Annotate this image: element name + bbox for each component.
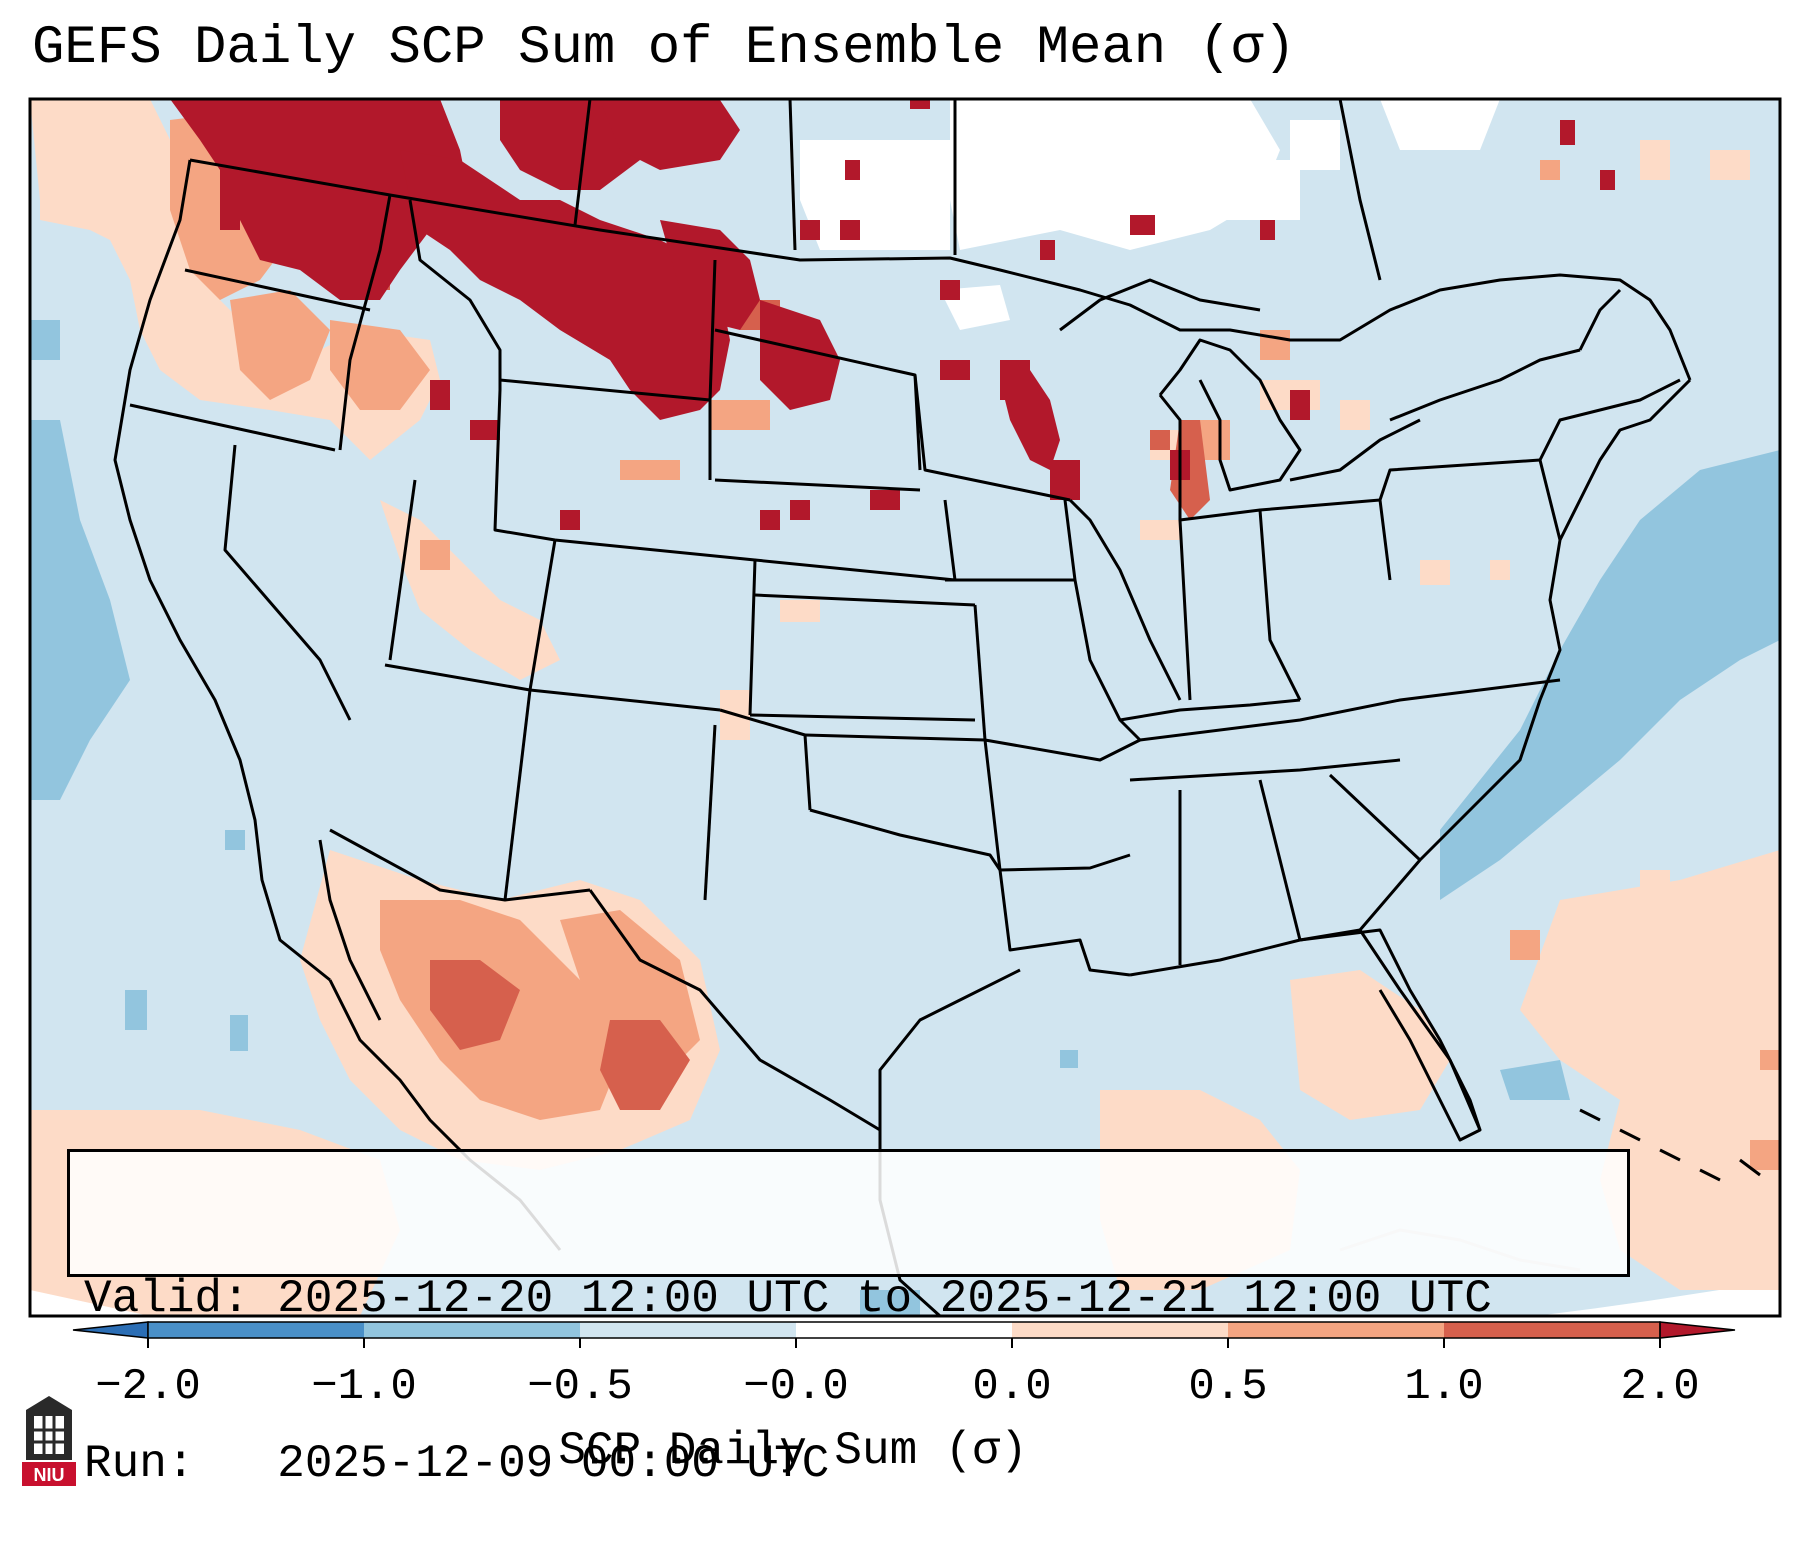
colorbar-bin: [364, 1322, 580, 1338]
colorbar-bin: [1012, 1322, 1228, 1338]
boundaries: [113, 99, 1761, 1316]
niu-logo-text: NIU: [34, 1465, 65, 1485]
colorbar-bin: [148, 1322, 364, 1338]
validity-info-box: Valid: 2025-12-20 12:00 UTC to 2025-12-2…: [67, 1149, 1630, 1490]
colorbar-tick-label: −1.0: [311, 1362, 417, 1412]
atlantic-negative-anomaly: [860, 450, 1780, 1316]
colorbar-tick-label: −2.0: [95, 1362, 201, 1412]
chart-title: GEFS Daily SCP Sum of Ensemble Mean (σ): [32, 18, 1296, 79]
colorbar: [72, 1321, 1736, 1348]
colorbar-extend-high: [1659, 1321, 1736, 1339]
florida: [1299, 928, 1482, 1131]
colorbar-tick-label: 2.0: [1620, 1362, 1700, 1412]
us-canada-border: [189, 158, 1692, 381]
colorbar-label: SCP Daily Sum (σ): [558, 1425, 1028, 1477]
west-coast: [113, 159, 331, 982]
pacific-negative-anomaly: [30, 320, 1078, 1068]
colorbar-tick-label: −0.0: [743, 1362, 849, 1412]
map-frame: [28, 97, 1782, 1318]
colorbar-tick-label: 0.0: [972, 1362, 1052, 1412]
map-panel: [28, 97, 1782, 1318]
very-strong-positive-anomaly: [170, 99, 1615, 530]
run-time-line: Run: 2025-12-09 00:00 UTC: [84, 1438, 830, 1490]
colorbar-extend-low: [72, 1321, 149, 1339]
colorbar-outline: [147, 1321, 1661, 1339]
colorbar-bin: [796, 1322, 1012, 1338]
canada-neutral-areas: [800, 99, 1500, 330]
michigan: [1158, 338, 1302, 492]
colorbar-tick-label: 1.0: [1404, 1362, 1484, 1412]
colorbar-bin: [580, 1322, 796, 1338]
colorbar-bin: [1444, 1322, 1660, 1338]
texas-outline: [588, 889, 1021, 1132]
valid-time-line: Valid: 2025-12-20 12:00 UTC to 2025-12-2…: [84, 1273, 1492, 1325]
colorbar-bin: [1228, 1322, 1444, 1338]
colorbar-tick-label: −0.5: [527, 1362, 633, 1412]
colorbar-tick-label: 0.5: [1188, 1362, 1268, 1412]
niu-logo-icon: NIU: [22, 1396, 76, 1486]
